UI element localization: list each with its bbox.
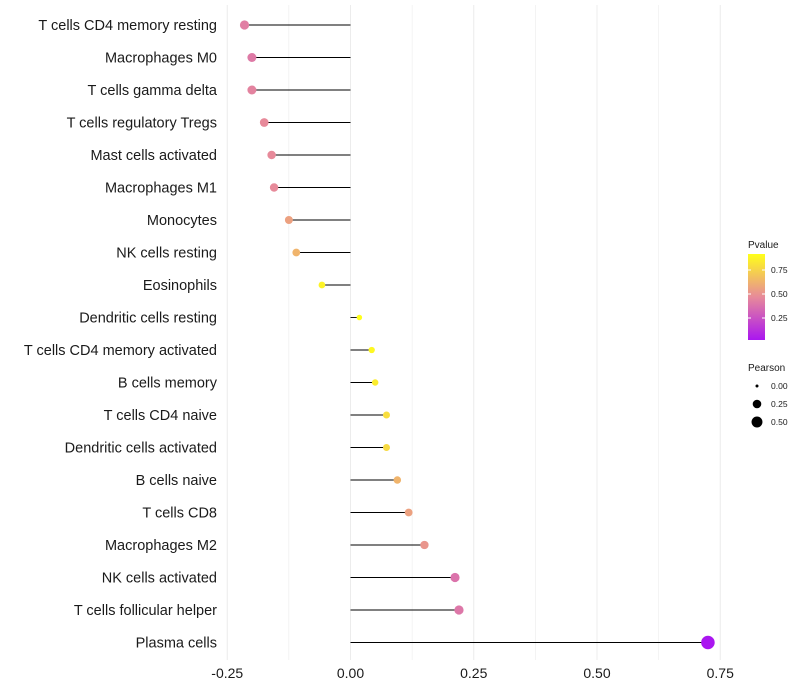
x-axis-ticks: -0.25 0.00 0.25 0.50 0.75 <box>211 665 734 681</box>
point <box>269 183 279 192</box>
pearson-legend-label: 0.50 <box>771 417 788 427</box>
point <box>393 476 402 484</box>
point <box>247 52 257 63</box>
y-tick-label: Macrophages M1 <box>105 181 217 197</box>
point <box>259 118 269 127</box>
y-tick-label: Mast cells activated <box>90 148 217 164</box>
x-tick-label: 0.75 <box>707 665 734 681</box>
pvalue-legend-tick-label: 0.50 <box>771 289 788 299</box>
point <box>368 346 375 354</box>
point <box>284 216 293 224</box>
y-tick-label: T cells follicular helper <box>74 603 217 619</box>
point <box>420 540 429 550</box>
pvalue-colorbar <box>748 254 765 340</box>
point <box>382 411 391 419</box>
point <box>404 508 413 517</box>
pearson-legend-key <box>755 384 759 388</box>
point <box>267 150 276 160</box>
point <box>292 248 301 257</box>
y-tick-label: T cells CD4 memory resting <box>38 18 217 34</box>
stems <box>244 24 708 643</box>
point <box>371 379 379 386</box>
pearson-legend-key <box>752 399 762 409</box>
pvalue-legend: Pvalue 0.75 0.50 0.25 <box>748 240 788 340</box>
pvalue-legend-title: Pvalue <box>748 240 779 251</box>
point <box>239 20 250 30</box>
grid <box>226 5 721 660</box>
y-tick-label: Dendritic cells resting <box>79 311 217 327</box>
point <box>318 281 326 289</box>
y-axis-labels: T cells CD4 memory resting Macrophages M0… <box>24 18 218 652</box>
point <box>454 605 464 615</box>
pvalue-legend-tick-label: 0.75 <box>771 265 788 275</box>
point <box>450 572 460 583</box>
y-tick-label: NK cells activated <box>102 571 217 587</box>
y-tick-label: Dendritic cells activated <box>65 441 217 457</box>
y-tick-label: T cells regulatory Tregs <box>67 116 217 132</box>
pearson-legend-title: Pearson <box>748 363 785 374</box>
y-tick-label: Monocytes <box>147 213 217 229</box>
y-tick-label: Eosinophils <box>143 278 217 294</box>
pearson-legend-label: 0.25 <box>771 399 788 409</box>
x-tick-label: 0.25 <box>460 665 487 681</box>
y-tick-label: Macrophages M2 <box>105 538 217 554</box>
y-tick-label: Plasma cells <box>136 636 217 652</box>
y-tick-label: B cells naive <box>136 473 217 489</box>
y-tick-label: T cells CD8 <box>142 506 217 522</box>
y-tick-label: Macrophages M0 <box>105 51 217 67</box>
pvalue-legend-tick-label: 0.25 <box>771 313 788 323</box>
points <box>239 20 715 650</box>
pearson-legend: Pearson 0.00 0.25 0.50 <box>748 363 788 428</box>
x-tick-label: 0.00 <box>337 665 364 681</box>
y-tick-label: T cells CD4 memory activated <box>24 343 217 359</box>
y-tick-label: NK cells resting <box>116 246 217 262</box>
point <box>382 443 391 452</box>
x-tick-label: 0.50 <box>583 665 610 681</box>
y-tick-label: B cells memory <box>118 376 218 392</box>
pearson-legend-label: 0.00 <box>771 381 788 391</box>
point <box>356 314 363 321</box>
point <box>247 85 257 95</box>
pearson-legend-key <box>751 416 763 428</box>
y-tick-label: T cells gamma delta <box>88 83 218 99</box>
y-tick-label: T cells CD4 naive <box>104 408 217 424</box>
point <box>701 635 715 650</box>
x-tick-label: -0.25 <box>211 665 243 681</box>
